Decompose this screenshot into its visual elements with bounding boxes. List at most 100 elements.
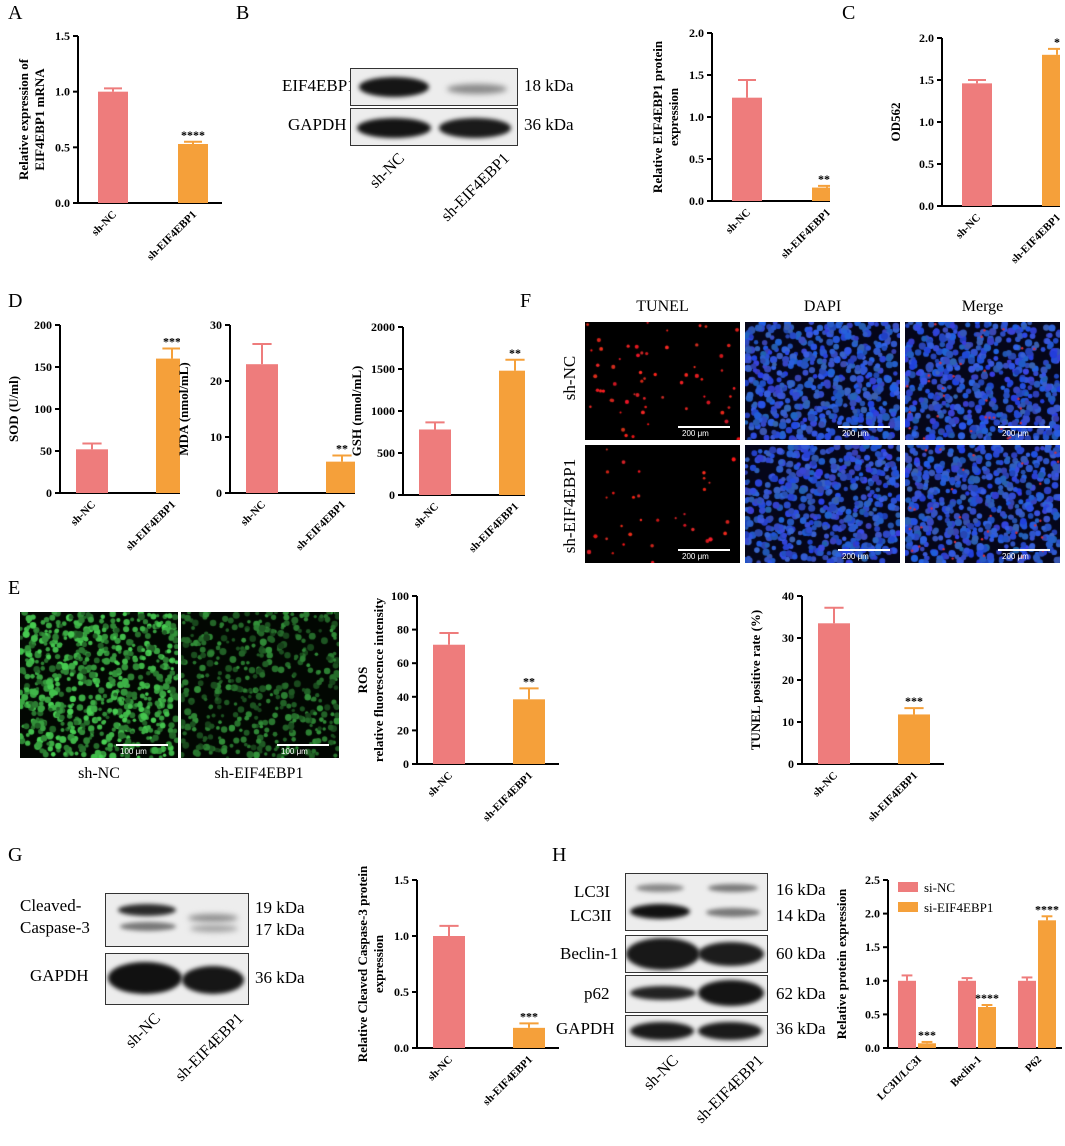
y-axis-label: Relative EIF4EBP1 proteinexpression [650,40,681,193]
y-tick-label: 0.0 [865,1041,880,1055]
blot-h-kda-36: 36 kDa [776,1019,826,1038]
x-tick-label: sh-NC [953,212,983,242]
panel-letter-g: G [8,844,23,866]
y-tick-label: 0.5 [689,152,704,166]
chart-g-caspase: 0.0 0.5 1.0 1.5 Relative Cleaved Caspase-3 p… [355,865,559,1108]
y-tick-label: 50 [40,444,52,458]
bar [76,449,108,493]
y-tick-label: 2.5 [865,873,880,887]
bar [513,1027,545,1048]
x-tick-label: sh-EIF4EBP1 [124,499,178,553]
y-tick-label: 10 [782,715,794,729]
x-tick-label: Beclin-1 [948,1054,984,1090]
x-tick-label: sh-NC [810,770,840,800]
y-tick-label: 0 [216,486,222,500]
scale-bar-label: 200 μm [682,552,709,561]
bar [898,714,930,764]
y-tick-label: 40 [782,589,794,603]
y-tick-label: 0.0 [55,196,70,210]
blot-g-label-cleaved-caspase: Cleaved- Caspase-3 [20,896,90,937]
ros-caption-kd: sh-EIF4EBP1 [214,765,304,782]
blot-h-label-gapdh: GAPDH [556,1019,615,1038]
y-tick-label: 100 [391,589,409,603]
x-tick-label: sh-EIF4EBP1 [779,207,830,261]
scale-bar-label: 200 μm [842,429,869,438]
y-tick-label: 0.0 [919,199,934,213]
y-tick-label: 10 [210,430,222,444]
y-tick-label: 2.0 [919,31,934,45]
x-tick-label: sh-EIF4EBP1 [1009,212,1060,266]
blot-g-kda-19: 19 kDa [255,898,305,917]
y-axis-label: OD562 [888,103,903,142]
y-tick-label: 0.5 [55,140,70,154]
bar [419,429,451,495]
y-axis-label: MDA (nmol/mL) [176,362,191,456]
significance-label: *** [818,172,830,186]
scale-bar [838,426,890,428]
blot-h-kda-14: 14 kDa [776,906,826,925]
scale-bar-label: 200 μm [1002,429,1029,438]
x-tick-label: sh-NC [238,499,268,529]
significance-label: *** [905,694,923,708]
y-axis-label: Relative protein expression [834,888,849,1039]
blot-b-lane-nc: sh-NC [366,150,409,192]
micrograph-tunel-sh-eif4ebp1: 200 μm [585,445,740,563]
tunel-column-header: TUNEL [636,298,689,315]
chart-a-mrna-expression: 0.0 0.5 1.0 1.5 Relative expression ofEIF4EB… [16,29,222,263]
blot-h-label-lc3i: LC3I [574,882,610,901]
y-tick-label: 60 [397,656,409,670]
blot-h-lane-nc: sh-NC [640,1052,683,1094]
y-tick-label: 0.5 [394,985,409,999]
tunel-row-label-nc: sh-NC [560,355,579,401]
y-tick-label: 1.0 [865,974,880,988]
blot-b-label-gapdh: GAPDH [288,115,347,134]
panel-letter-c: C [842,2,856,24]
blot-h-beclin-strip [625,935,768,973]
blot-b-gapdh-strip [350,108,518,146]
bar [978,1007,996,1048]
blot-b-kda-18: 18 kDa [524,76,574,95]
y-tick-label: 1500 [371,362,395,376]
bar [958,980,976,1048]
chart-e-ros: 0 20 40 60 80 100 ROSrelative fluorescence int… [355,589,559,824]
legend-label: si-EIF4EBP1 [924,900,993,915]
y-tick-label: 1.5 [689,68,704,82]
panel-letter-a: A [8,2,23,24]
bar [513,699,545,764]
y-tick-label: 2.0 [689,26,704,40]
y-tick-label: 1.5 [865,940,880,954]
y-tick-label: 2000 [371,320,395,334]
blot-h-label-beclin: Beclin-1 [560,944,619,963]
y-tick-label: 1.0 [55,85,70,99]
y-tick-label: 30 [782,631,794,645]
panel-letter-h: H [552,844,567,866]
chart-d-sod: 0 50 100 150 200 SOD (U/ml) sh-NC *** sh-EIF4EBP… [6,318,180,553]
legend-label: si-NC [924,880,955,895]
bar [326,461,355,493]
scale-bar-label: 100 μm [281,747,308,756]
blot-g-lane-nc: sh-NC [122,1010,165,1052]
bar [1038,920,1056,1048]
x-tick-label: LC3II/LC3I [875,1054,924,1103]
panel-letter-e: E [8,577,21,599]
y-tick-label: 1.5 [55,29,70,43]
x-tick-label: sh-NC [425,1054,455,1084]
blot-b-eif4ebp1-strip [350,68,518,106]
blot-h-kda-16: 16 kDa [776,880,826,899]
y-axis-label: TUNEL positive rate (%) [748,610,763,750]
y-tick-label: 80 [397,623,409,637]
legend-swatch [898,882,918,892]
bar [246,364,278,493]
x-tick-label: sh-NC [411,501,441,531]
x-tick-label: sh-NC [425,770,455,800]
y-axis-label: Relative Cleaved Caspase-3 proteinexpres… [355,865,386,1062]
blot-g-label-gapdh: GAPDH [30,966,89,985]
blot-h-gapdh-strip [625,1015,768,1047]
bar [818,623,850,764]
micrograph-ros-sh-eif4ebp1: 100 μm [181,612,339,758]
y-tick-label: 30 [210,318,222,332]
dapi-column-header: DAPI [803,298,842,315]
panel-letter-b: B [236,2,250,24]
micrograph-tunel-sh-nc: 200 μm [585,322,740,440]
blot-b-label-eif4ebp1: EIF4EBP1 [282,76,356,95]
